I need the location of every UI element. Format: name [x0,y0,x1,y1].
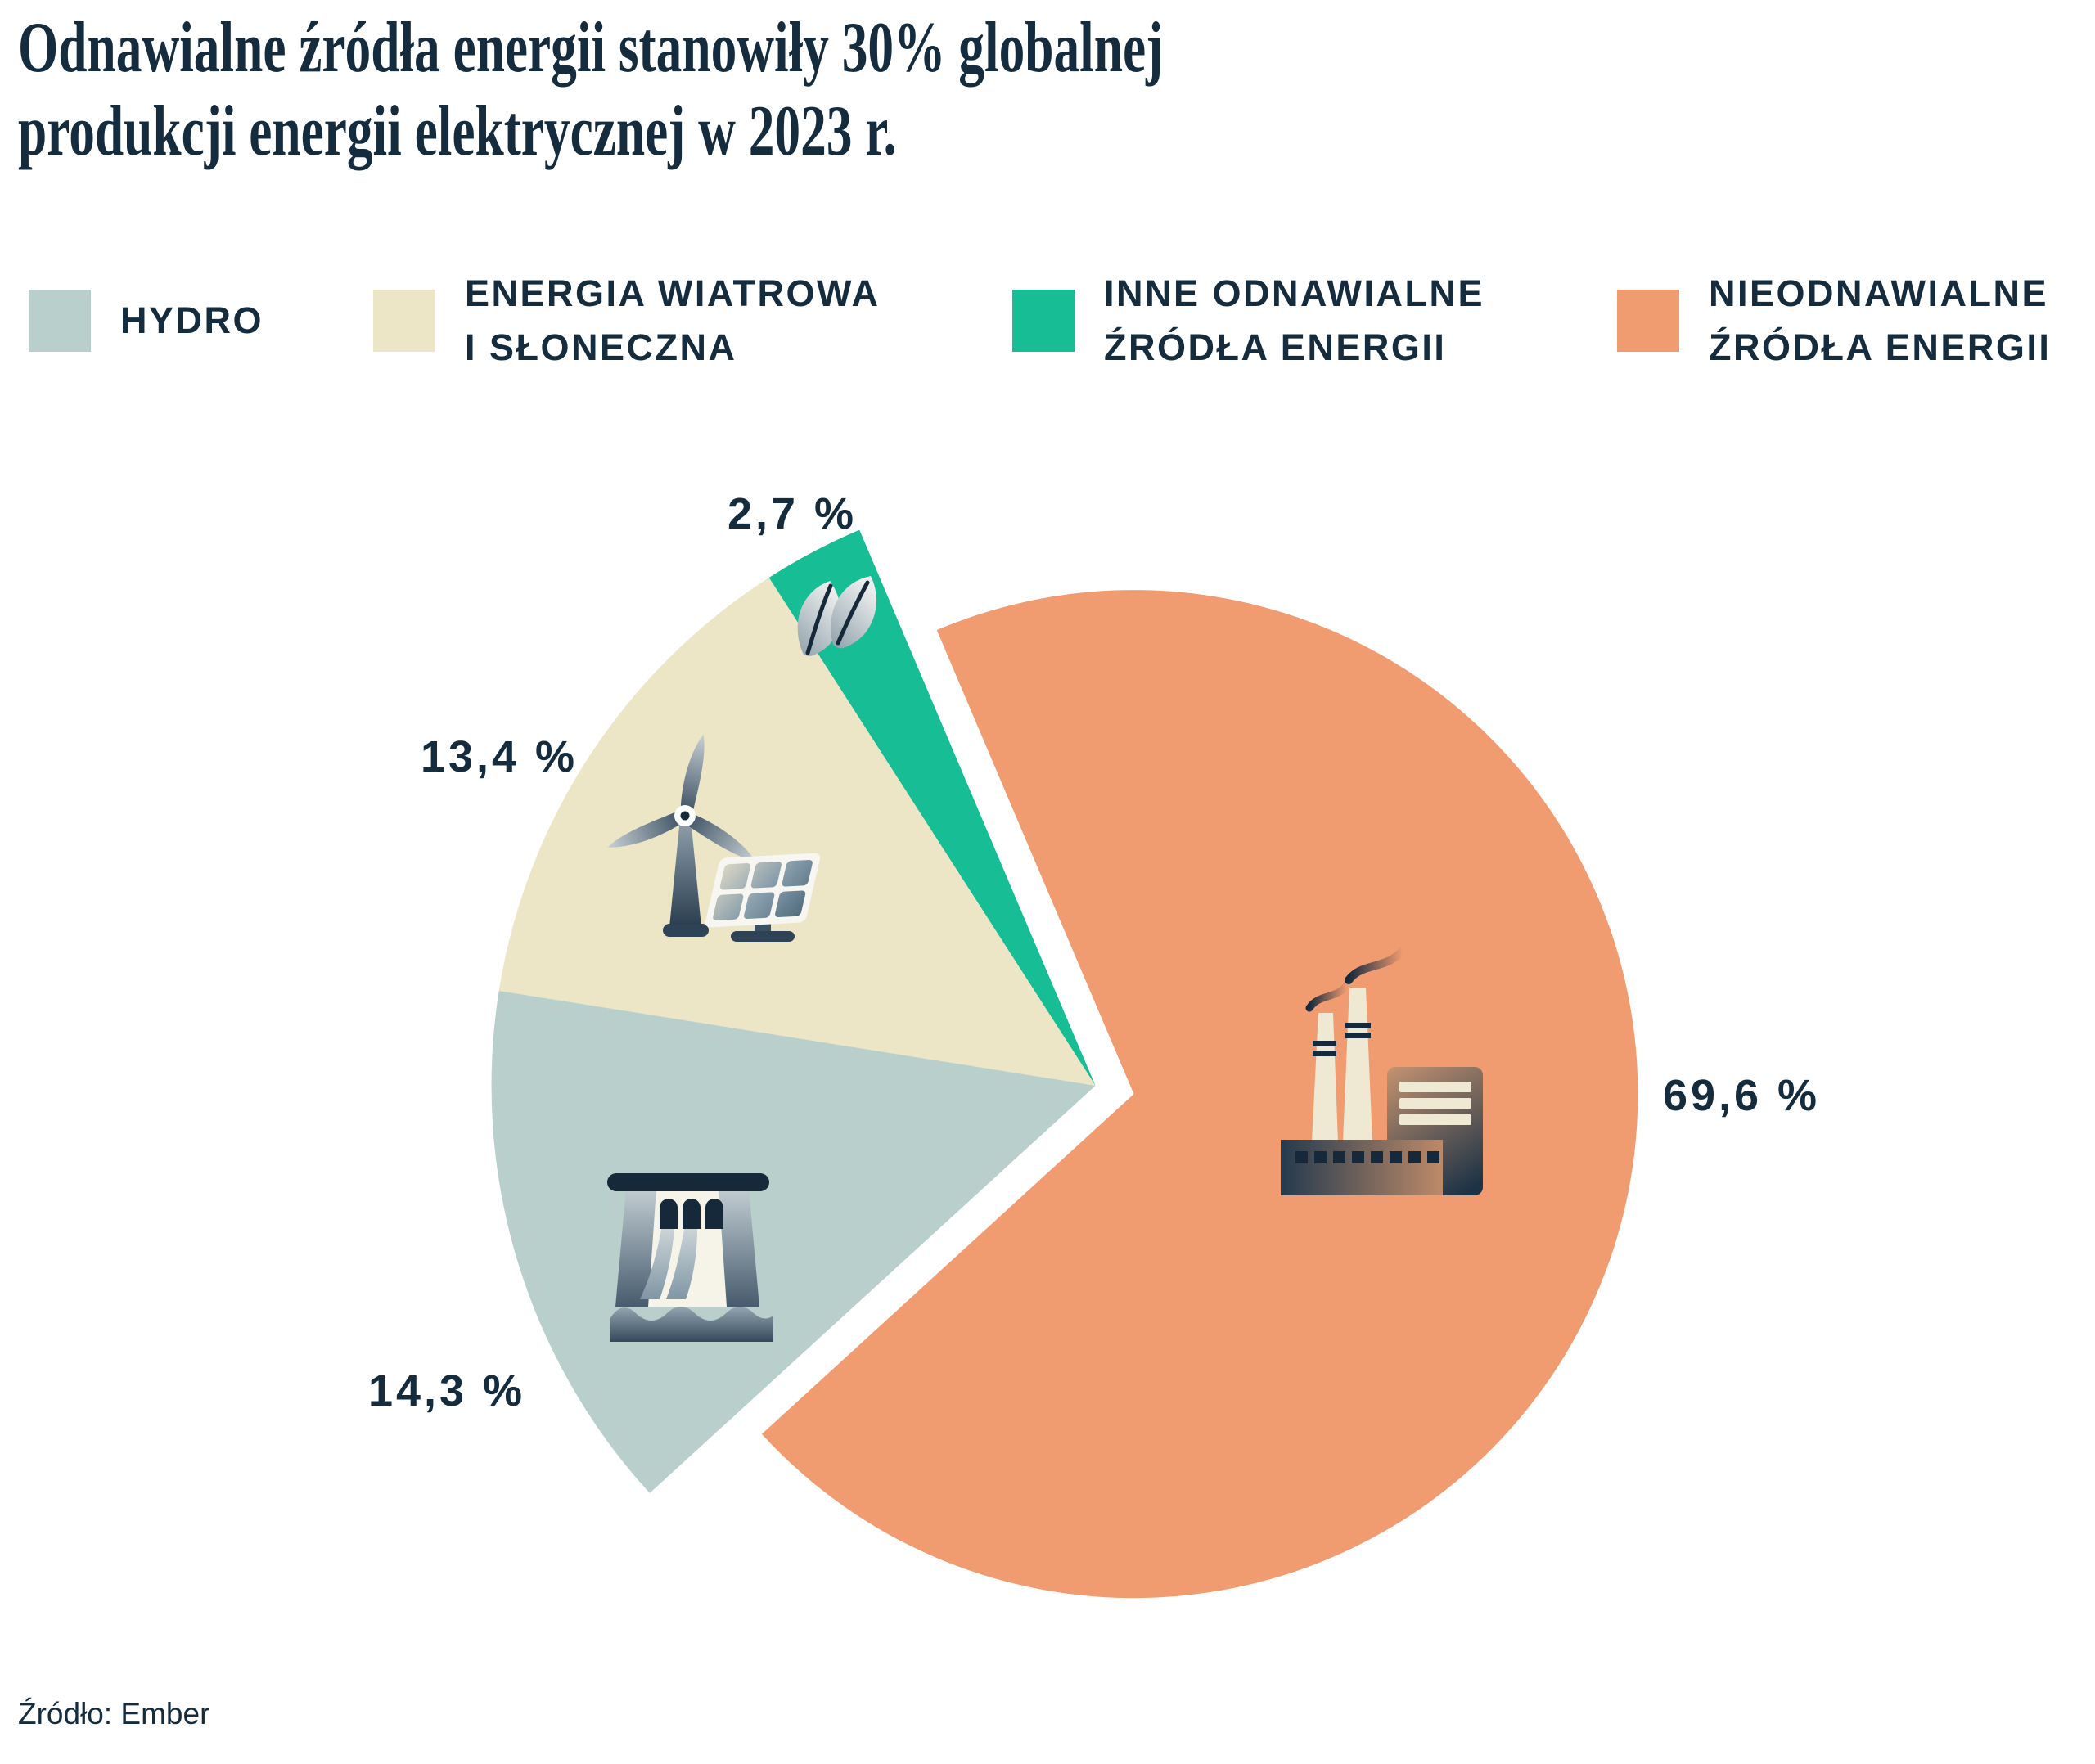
smoke [1305,981,1351,1012]
legend-swatch [1012,290,1075,352]
legend-swatch [29,290,91,352]
pie-slice-dam [491,990,1096,1493]
leaf-icon [797,576,876,656]
page-title: Odnawialne źródła energii stanowiły 30% … [18,8,1164,171]
legend-item-hydro: HYDRO [29,290,264,352]
turbine-base [663,924,709,937]
slice-label-non-renewables: 69,6 % [1662,1071,1821,1120]
legend-swatch [373,290,435,352]
legend-label-line: ŹRÓDŁA ENERGII [1709,326,2052,368]
legend-label-line: ENERGIA WIATROWA [465,272,881,314]
wind-solar-swatch-icon [373,290,435,352]
slice-label-other-renewables: 2,7 % [727,489,858,538]
pie-slice-wind-solar [498,577,1096,1086]
legend-item-wind-solar: ENERGIA WIATROWA I SŁONECZNA [373,272,880,368]
solar-panel [705,853,821,928]
pie-slice-factory [761,590,1638,1599]
legend-label: NIEODNAWIALNE ŹRÓDŁA ENERGII [1709,267,2051,375]
pie-slice-leaf [768,529,1096,1086]
factory-main-building [1281,1140,1443,1195]
wind-solar-icon [607,734,821,942]
legend-item-non-renewables: NIEODNAWIALNE ŹRÓDŁA ENERGII [1617,272,2051,368]
legend-label: HYDRO [120,294,264,348]
legend-label-line: ŹRÓDŁA ENERGII [1104,326,1447,368]
legend-label: INNE ODNAWIALNE ŹRÓDŁA ENERGII [1104,267,1485,375]
legend-label-line: INNE ODNAWIALNE [1104,272,1485,314]
legend-item-other-renewables: INNE ODNAWIALNE ŹRÓDŁA ENERGII [1012,272,1485,368]
other-renewables-swatch-icon [1012,290,1075,352]
source-note: Źródło: Ember [18,1697,210,1730]
dam-icon [607,1173,773,1342]
legend-swatch [1617,290,1679,352]
slice-label-wind-solar: 13,4 % [420,732,579,781]
legend-label-line: HYDRO [120,299,264,341]
turbine-tower [669,818,701,927]
legend-label: ENERGIA WIATROWA I SŁONECZNA [465,267,880,375]
legend-label-line: NIEODNAWIALNE [1709,272,2048,314]
slice-label-hydro: 14,3 % [367,1366,526,1415]
legend-label-line: I SŁONECZNA [465,326,737,368]
pie-slices [491,529,1638,1599]
dam-crest [607,1173,769,1191]
hydro-swatch-icon [29,290,91,352]
non-renewables-swatch-icon [1617,290,1679,352]
factory-icon [1281,947,1483,1195]
smoke [1345,947,1407,984]
